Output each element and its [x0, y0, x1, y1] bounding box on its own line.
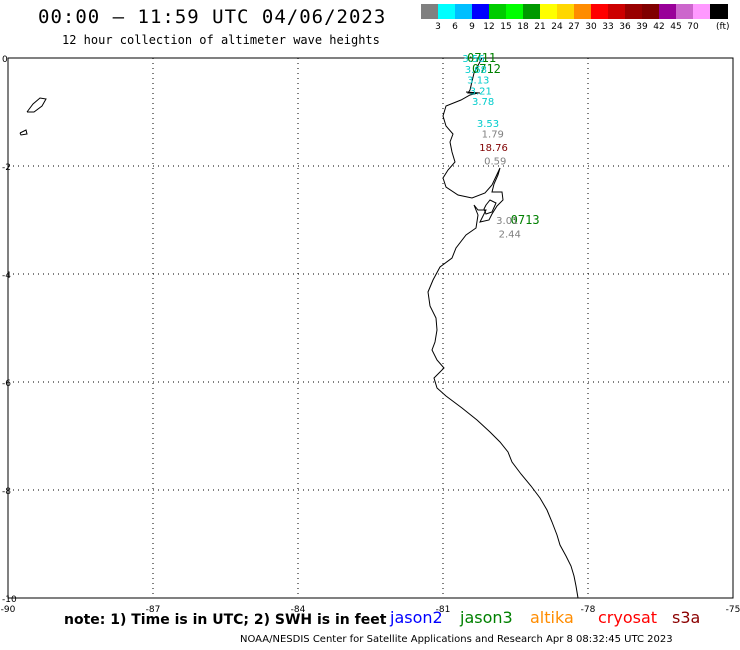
legend-cryosat: cryosat	[598, 608, 658, 627]
swh-label: 3.78	[472, 97, 494, 108]
scale-swatch	[591, 4, 609, 19]
lon-tick-label: -84	[291, 605, 306, 615]
river-line	[465, 91, 481, 94]
scale-label: 9	[469, 22, 475, 32]
scale-swatch	[574, 4, 592, 19]
lat-tick-label: -4	[2, 271, 11, 281]
legend-s3a: s3a	[672, 608, 701, 627]
scale-swatch	[421, 4, 439, 19]
coastline	[427, 57, 579, 599]
lon-tick-label: -81	[436, 605, 451, 615]
map-frame	[7, 57, 734, 599]
pass-time-label: 0711	[467, 51, 496, 65]
scale-label: 45	[670, 22, 682, 32]
scale-label: 39	[636, 22, 648, 32]
swh-label: 1.79	[482, 130, 504, 141]
swh-label: 3.01	[496, 216, 518, 227]
scale-label: 24	[551, 22, 563, 32]
scale-label: 3	[435, 22, 441, 32]
lat-tick-label: 0	[2, 55, 8, 65]
scale-label: 15	[500, 22, 512, 32]
scale-swatch	[506, 4, 524, 19]
color-scale-unit: (ft)	[716, 22, 730, 32]
scale-swatch	[642, 4, 660, 19]
scale-swatch	[676, 4, 694, 19]
scale-label: 21	[534, 22, 546, 32]
lat-tick-label: -2	[2, 163, 11, 173]
galapagos-island	[26, 97, 47, 113]
pass-time-label: 0712	[472, 62, 501, 76]
pass-time-label: 0713	[511, 213, 540, 227]
scale-label: 30	[585, 22, 597, 32]
scale-swatch	[710, 4, 728, 19]
page-subtitle: 12 hour collection of altimeter wave hei…	[62, 33, 380, 47]
scale-label: 42	[653, 22, 665, 32]
scale-label: 27	[568, 22, 580, 32]
swh-label: 18.76	[479, 143, 508, 154]
page-title: 00:00 — 11:59 UTC 04/06/2023	[38, 6, 387, 28]
swh-label: 3.53	[477, 119, 499, 130]
scale-label: 70	[687, 22, 699, 32]
lon-tick-label: -87	[146, 605, 161, 615]
scale-label: 33	[602, 22, 614, 32]
scale-swatch	[455, 4, 473, 19]
swh-label: 3.13	[467, 76, 489, 87]
lat-tick-label: -6	[2, 379, 11, 389]
swh-label: 3.56	[462, 54, 484, 65]
legend-altika: altika	[530, 608, 574, 627]
swh-label: 0.59	[484, 157, 506, 168]
scale-swatch	[438, 4, 456, 19]
lat-tick-label: -8	[2, 487, 11, 497]
scale-swatch	[523, 4, 541, 19]
scale-swatch	[540, 4, 558, 19]
scale-swatch	[608, 4, 626, 19]
galapagos-island	[19, 129, 28, 136]
legend-jason3: jason3	[460, 608, 513, 627]
scale-label: 18	[517, 22, 529, 32]
lon-tick-label: -90	[1, 605, 16, 615]
scale-swatch	[489, 4, 507, 19]
footer-credit: NOAA/NESDIS Center for Satellite Applica…	[240, 634, 673, 645]
lon-tick-label: -78	[581, 605, 596, 615]
swh-label: 3.21	[470, 86, 492, 97]
scale-label: 12	[483, 22, 495, 32]
legend-jason2: jason2	[390, 608, 443, 627]
swh-label: 3.68	[465, 65, 487, 76]
scale-label: 36	[619, 22, 631, 32]
scale-swatch	[557, 4, 575, 19]
coastline-island	[483, 199, 497, 215]
lat-tick-label: -10	[2, 595, 17, 605]
scale-label: 6	[452, 22, 458, 32]
swh-label: 2.44	[499, 230, 521, 241]
scale-swatch	[625, 4, 643, 19]
scale-swatch	[659, 4, 677, 19]
scale-swatch	[472, 4, 490, 19]
note-text: note: 1) Time is in UTC; 2) SWH is in fe…	[64, 612, 387, 628]
lon-tick-label: -75	[726, 605, 740, 615]
scale-swatch	[693, 4, 711, 19]
